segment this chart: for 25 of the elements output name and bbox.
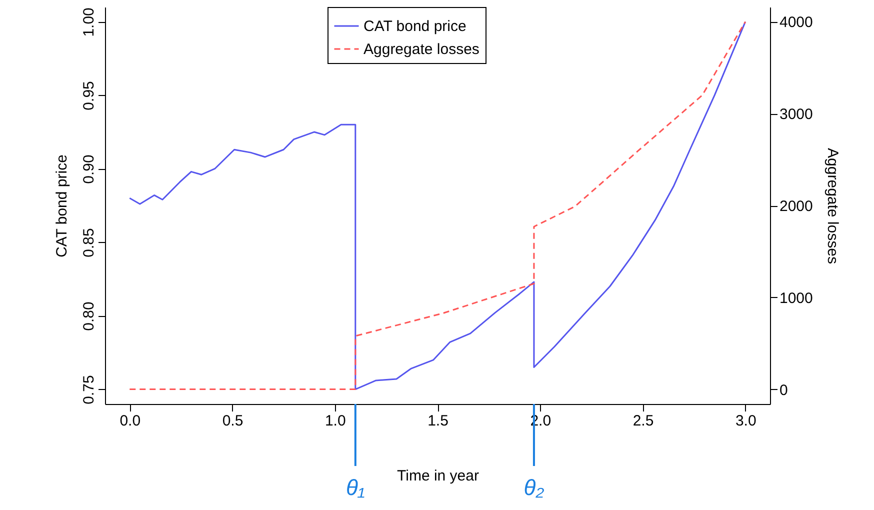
y2-tick-label: 1000 <box>780 290 813 307</box>
y2-axis-title: Aggregate losses <box>824 148 841 264</box>
line-series <box>128 20 746 390</box>
y2-tick-label: 3000 <box>780 106 813 124</box>
ref-line-label: θ₁ <box>346 475 365 500</box>
y-tick-label: 0.85 <box>80 228 98 258</box>
y-tick-label: 0.80 <box>80 302 98 331</box>
x-tick-label: 0.0 <box>120 412 141 430</box>
x-axis-title: Time in year <box>397 468 479 484</box>
ref-line-label: θ₂ <box>524 475 545 500</box>
legend-label: CAT bond price <box>364 18 466 35</box>
x-tick-label: 0.5 <box>222 412 244 430</box>
legend-label: Aggregate losses <box>364 41 480 58</box>
x-tick-label: 1.5 <box>428 412 448 430</box>
x-tick-label: 2.5 <box>632 412 654 430</box>
y2-tick-label: 4000 <box>780 14 813 32</box>
x-tick-label: 1.0 <box>324 412 346 430</box>
y-tick-label: 1.00 <box>80 8 98 37</box>
x-tick-label: 3.0 <box>735 412 756 430</box>
y2-tick-label: 0 <box>780 382 788 399</box>
y-tick-label: 0.95 <box>80 81 98 110</box>
y-tick-label: 0.75 <box>80 375 98 404</box>
y-tick-label: 0.90 <box>80 154 98 184</box>
y2-tick-label: 2000 <box>780 198 813 215</box>
y-axis-title: CAT bond price <box>54 154 70 258</box>
